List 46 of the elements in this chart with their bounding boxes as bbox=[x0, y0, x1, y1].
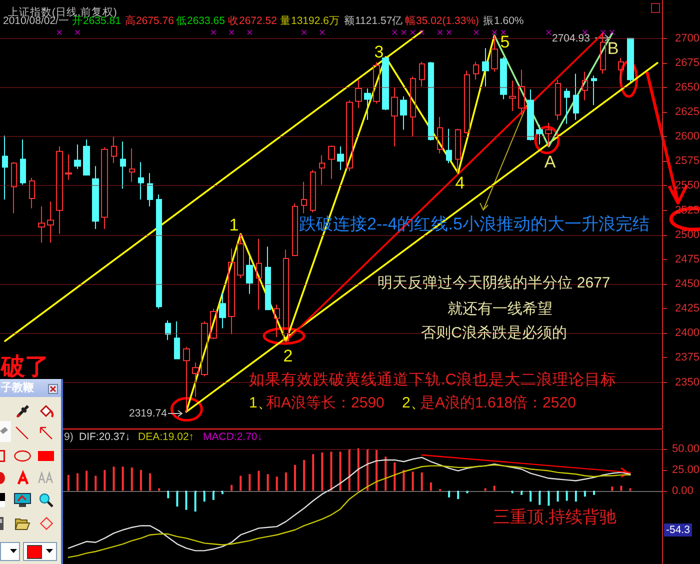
y-tick-label: 2600 bbox=[675, 130, 700, 143]
y-tick-label: 2450 bbox=[675, 278, 700, 290]
y-tick-label: 2575 bbox=[675, 155, 700, 168]
y-tick-label: 2425 bbox=[675, 302, 700, 315]
annotation: 1 bbox=[229, 216, 239, 234]
annotation: DIF:20.37↓ bbox=[79, 431, 130, 443]
annotation: 额1121.57亿 bbox=[344, 14, 404, 27]
annotation: 2319.74 bbox=[129, 408, 168, 420]
annotation: 明天反弹过今天阴线的半分位 2677 bbox=[378, 274, 610, 292]
annotation: 2704.93 bbox=[552, 32, 590, 44]
text: -54.3 bbox=[666, 524, 690, 536]
y-tick-label: 2625 bbox=[675, 106, 700, 118]
annotation: 子教鞭 bbox=[1, 381, 34, 394]
annotation: B bbox=[607, 39, 619, 58]
annotation: 破了 bbox=[0, 354, 49, 380]
annotation: 如果有效跌破黄线通道下轨.C浪也是大二浪理论目标 bbox=[249, 370, 616, 388]
annotation: A bbox=[544, 152, 556, 172]
annotation: 否则C浪杀跌是必须的 bbox=[421, 324, 567, 342]
annotation: 振1.60% bbox=[483, 15, 524, 27]
annotation: 低2633.65 bbox=[176, 15, 226, 27]
annotation: 5 bbox=[500, 32, 510, 52]
y-tick-label: 2675 bbox=[675, 56, 700, 69]
annotation: 4 bbox=[455, 174, 465, 192]
annotation: 量13192.6万 bbox=[280, 15, 340, 27]
y-tick-label: 25.00 bbox=[672, 464, 700, 476]
annotation: 2 bbox=[283, 346, 293, 366]
y-tick-label: 2500 bbox=[675, 228, 700, 241]
y-tick-label: 2375 bbox=[675, 352, 700, 364]
y-tick-label: 50.00 bbox=[672, 443, 700, 456]
annotation: MACD:2.70↓ bbox=[203, 431, 263, 443]
y-tick-label: 0.00 bbox=[672, 484, 694, 497]
annotation: 9) bbox=[64, 431, 74, 443]
annotation: 高2675.76 bbox=[125, 14, 174, 27]
annotation: 收2672.52 bbox=[228, 15, 278, 27]
annotation: 幅35.02(1.33%) bbox=[405, 15, 480, 27]
y-tick-label: 2650 bbox=[675, 81, 700, 94]
y-tick-label: 2550 bbox=[675, 180, 700, 192]
annotation: 3 bbox=[374, 42, 384, 62]
annotation: DEA:19.02↑ bbox=[138, 431, 194, 443]
y-tick-label: 2350 bbox=[675, 376, 700, 388]
annotation: 三重顶.持续背驰 bbox=[493, 508, 617, 526]
y-tick-label: 2400 bbox=[675, 327, 700, 340]
y-tick-label: 2700 bbox=[675, 32, 700, 44]
y-tick-label: 2525 bbox=[675, 204, 700, 216]
y-tick-label: 2475 bbox=[675, 253, 700, 266]
annotation: 就还有一线希望 bbox=[448, 300, 552, 318]
